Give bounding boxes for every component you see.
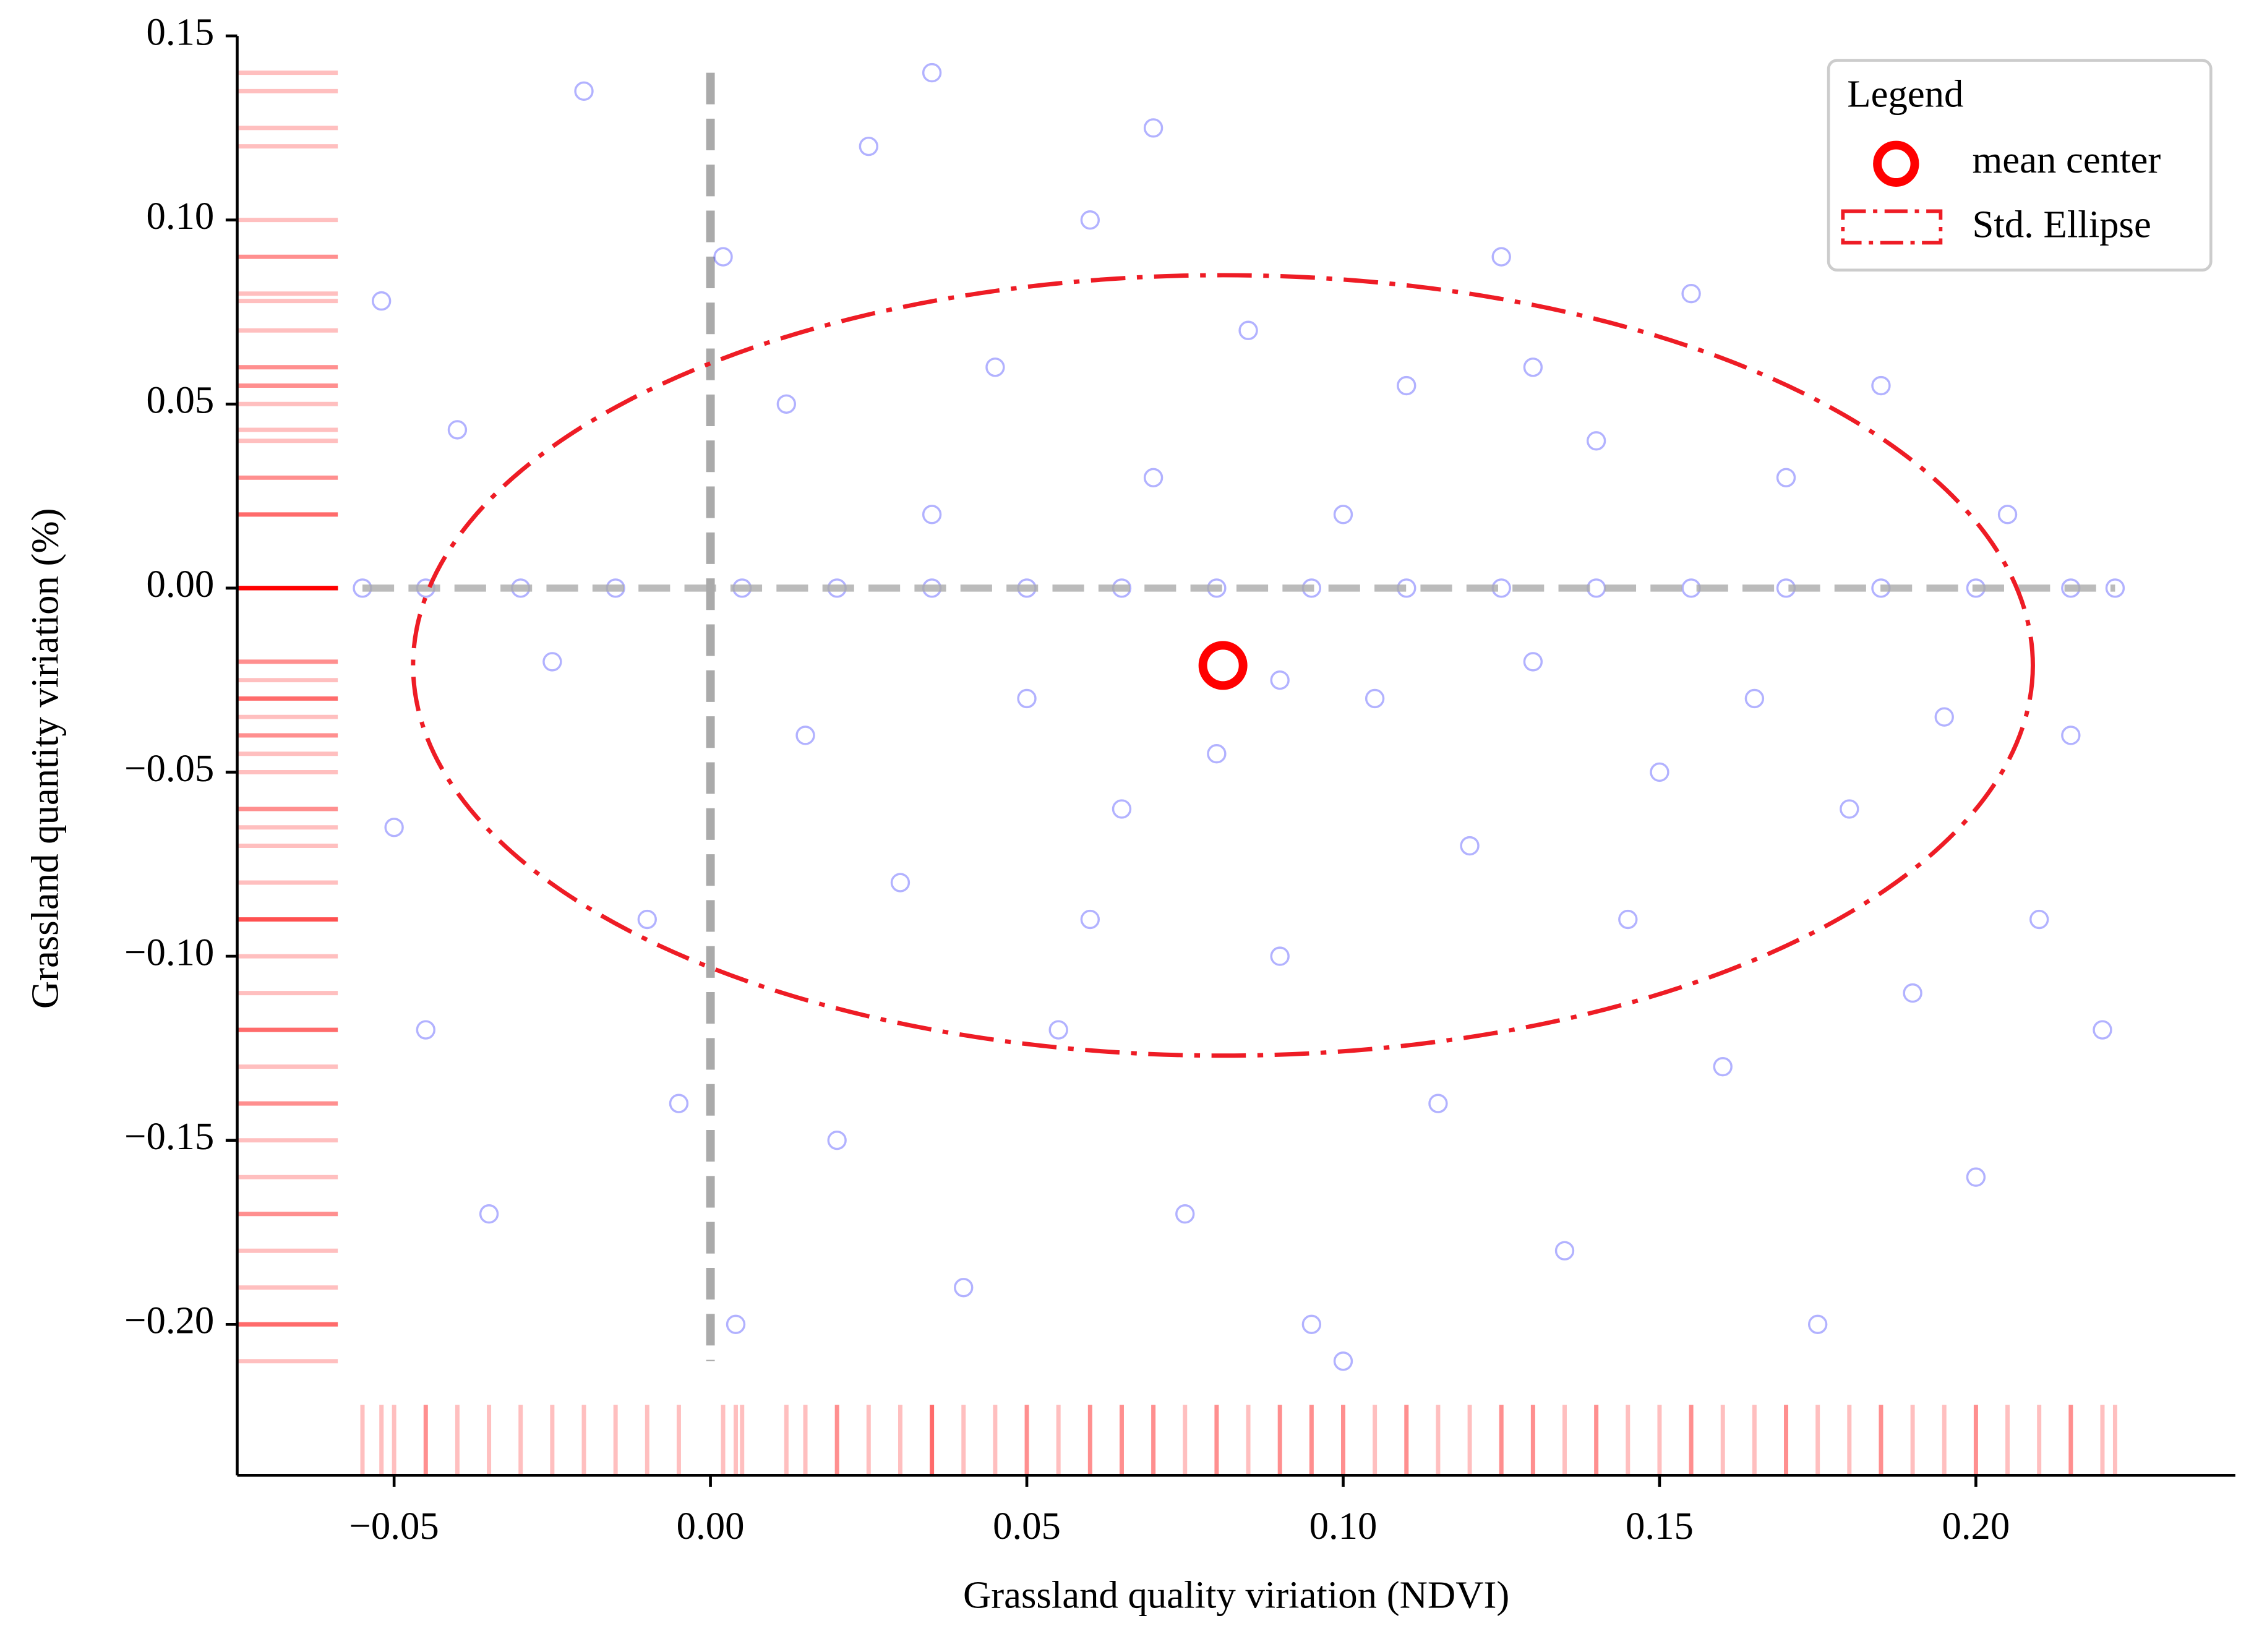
point <box>1017 688 1037 709</box>
point <box>1301 1314 1322 1334</box>
point <box>447 420 468 440</box>
point <box>795 725 815 745</box>
point <box>922 505 942 524</box>
point <box>371 291 392 311</box>
point <box>1713 1056 1733 1077</box>
y-tick-label: −0.05 <box>124 747 214 790</box>
legend-title: Legend <box>1847 72 1963 115</box>
point <box>985 357 1005 377</box>
point <box>1618 909 1638 930</box>
point <box>1112 799 1132 819</box>
legend-label: Std. Ellipse <box>1973 203 2151 246</box>
mean-center <box>1198 641 1248 690</box>
point <box>1175 1204 1195 1224</box>
point <box>1681 284 1701 304</box>
point <box>1333 505 1353 524</box>
point <box>1934 707 1954 727</box>
point <box>1650 762 1669 782</box>
point <box>1523 652 1543 672</box>
point <box>2093 1020 2112 1040</box>
x-tick-label: 0.10 <box>1309 1504 1378 1547</box>
point <box>1460 836 1480 856</box>
x-tick-label: 0.20 <box>1942 1504 2010 1547</box>
point <box>1554 1241 1575 1260</box>
point <box>416 1020 435 1040</box>
point <box>574 81 594 101</box>
point <box>1871 375 1891 396</box>
y-tick-label: 0.10 <box>146 194 214 238</box>
point <box>1586 431 1606 451</box>
point <box>1903 983 1922 1003</box>
x-tick-label: 0.15 <box>1626 1504 1694 1547</box>
point <box>2029 909 2049 930</box>
point <box>890 873 911 892</box>
legend-box <box>1827 59 2213 272</box>
point <box>1428 1093 1448 1113</box>
point <box>669 1093 689 1113</box>
point <box>1080 909 1100 930</box>
y-tick-label: 0.05 <box>146 379 214 422</box>
y-axis-label: Grassland quantity viriation (%) <box>23 508 66 1009</box>
legend-label: mean center <box>1973 138 2161 181</box>
point <box>1143 118 1163 138</box>
point <box>713 247 733 267</box>
y-tick-label: −0.20 <box>124 1299 214 1342</box>
point <box>637 909 657 930</box>
point <box>1744 688 1765 709</box>
point <box>542 652 562 672</box>
point <box>922 62 942 83</box>
point <box>1523 357 1543 377</box>
point <box>1333 1351 1353 1371</box>
point <box>1840 799 1859 819</box>
point <box>1586 578 1606 598</box>
std-ellipse <box>411 273 2035 1058</box>
y-tick-label: −0.10 <box>124 930 214 974</box>
point <box>1997 505 2018 524</box>
point <box>859 136 879 156</box>
point <box>384 818 404 837</box>
point <box>954 1278 974 1298</box>
point <box>827 1131 847 1150</box>
point <box>1491 247 1511 267</box>
y-tick-label: 0.15 <box>146 10 214 53</box>
point <box>1397 375 1416 396</box>
x-axis-label: Grassland quality viriation (NDVI) <box>963 1573 1509 1616</box>
point <box>1048 1020 1068 1040</box>
point <box>776 394 797 414</box>
point <box>726 1314 746 1334</box>
point <box>479 1204 499 1224</box>
legend-marker <box>1841 209 1943 245</box>
legend-marker <box>1873 140 1919 187</box>
point <box>1270 670 1290 690</box>
x-tick-label: −0.05 <box>349 1504 439 1547</box>
point <box>1776 468 1796 487</box>
point <box>1207 744 1227 764</box>
x-tick-label: 0.05 <box>993 1504 1061 1547</box>
point <box>1238 320 1258 340</box>
point <box>1080 210 1100 230</box>
point <box>1270 946 1290 966</box>
y-tick-label: 0.00 <box>146 562 214 606</box>
point <box>1143 468 1163 487</box>
point <box>2061 725 2081 745</box>
y-tick-label: −0.15 <box>124 1115 214 1158</box>
point <box>1966 1167 1986 1187</box>
point <box>2105 578 2125 598</box>
point <box>1365 688 1385 709</box>
point <box>1807 1314 1828 1334</box>
x-tick-label: 0.00 <box>677 1504 745 1547</box>
